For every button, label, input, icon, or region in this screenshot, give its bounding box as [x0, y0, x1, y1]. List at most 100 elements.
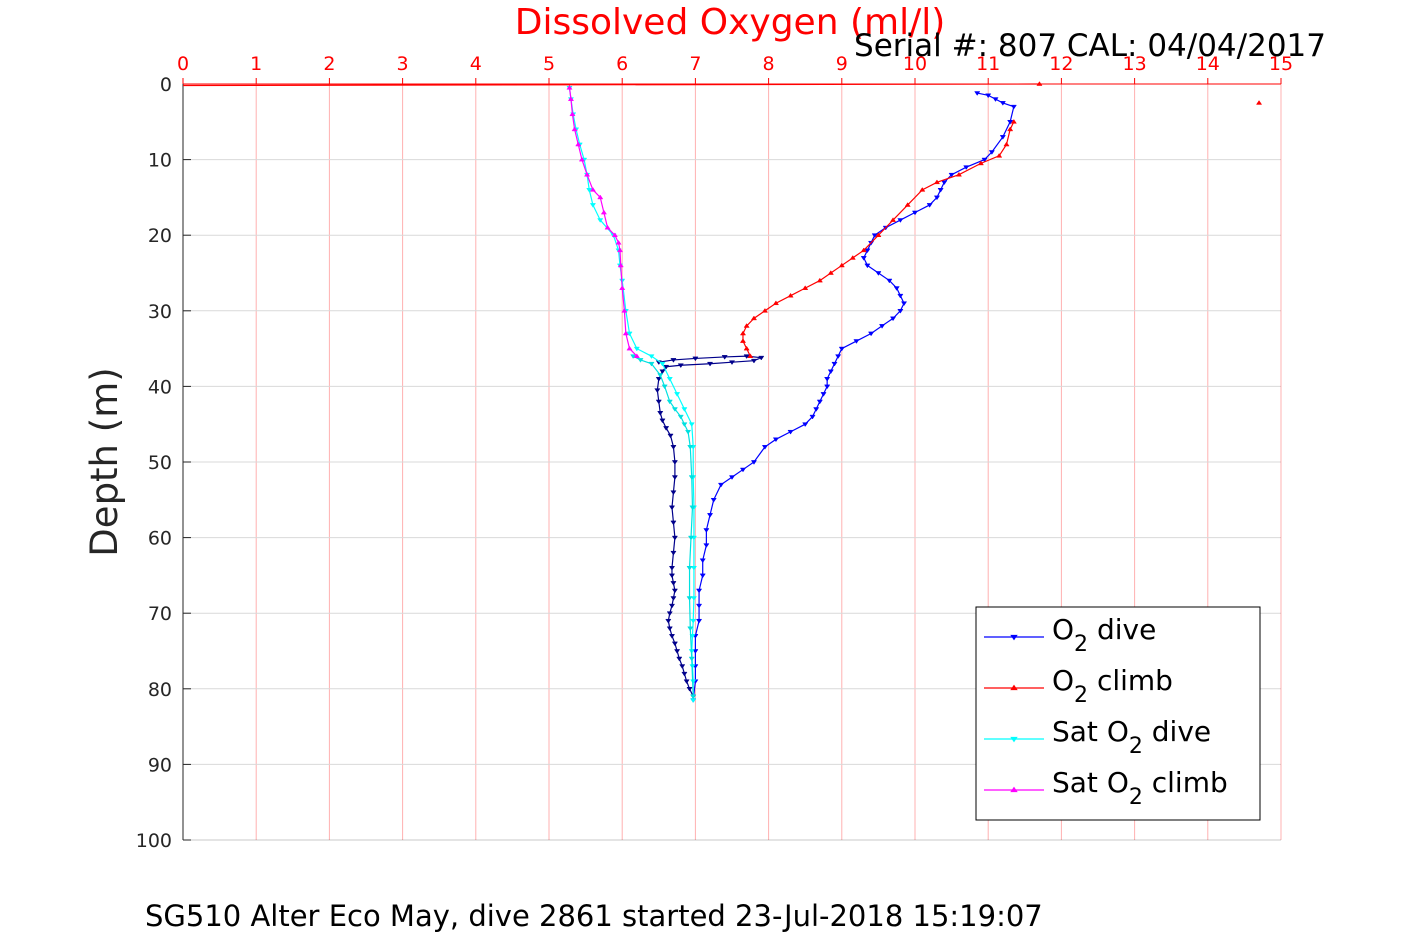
data-point — [654, 388, 661, 393]
data-point — [616, 247, 624, 253]
data-point — [621, 308, 628, 313]
data-point — [772, 437, 779, 443]
data-point — [688, 422, 695, 427]
x-tick-label: 6 — [616, 53, 628, 75]
data-point — [668, 603, 676, 609]
y-axis-label: Depth (m) — [83, 367, 126, 556]
data-point — [600, 209, 607, 215]
data-point — [878, 324, 886, 329]
series-line-o2-climb — [742, 121, 1015, 357]
data-point — [661, 384, 668, 390]
serial-label: Serial #: 807 CAL: 04/04/2017 — [854, 28, 1326, 64]
series-line-o2-climb-surface — [182, 83, 1040, 87]
x-tick-label: 0 — [177, 53, 189, 75]
data-point — [670, 445, 677, 450]
legend-box — [975, 606, 1261, 821]
data-point — [665, 618, 672, 624]
data-point — [597, 194, 604, 200]
legend: O2 dive O2 climb Sat O2 dive Sat O2 climb — [975, 606, 1261, 821]
data-point — [688, 656, 695, 662]
data-point — [690, 694, 697, 700]
data-point — [816, 399, 823, 405]
data-point — [589, 187, 596, 192]
data-point — [569, 111, 576, 117]
y-tick-label: 100 — [136, 830, 172, 852]
data-point — [1007, 126, 1014, 132]
data-point — [758, 355, 765, 361]
data-point — [648, 354, 655, 359]
x-tick-label: 8 — [763, 53, 775, 75]
data-point — [633, 353, 640, 358]
data-point — [706, 361, 714, 367]
data-point — [571, 126, 578, 132]
y-tick-label: 90 — [148, 754, 172, 776]
data-point — [674, 392, 681, 397]
data-point — [666, 611, 673, 616]
data-point — [977, 160, 984, 166]
data-point — [686, 596, 693, 601]
data-point — [699, 558, 706, 564]
y-tick-label: 80 — [148, 679, 172, 701]
data-point — [809, 414, 816, 420]
data-point — [985, 93, 992, 99]
series-line-o2-dive — [692, 92, 1015, 701]
y-tick-label: 0 — [160, 74, 172, 96]
data-point — [567, 96, 575, 101]
data-point — [689, 505, 696, 511]
data-point — [655, 377, 662, 382]
legend-swatch-marker — [1010, 634, 1018, 641]
data-point — [992, 97, 999, 102]
data-point — [743, 354, 750, 359]
data-point — [787, 292, 794, 298]
data-point — [666, 377, 673, 382]
data-point — [739, 338, 747, 343]
legend-swatch-marker — [1010, 684, 1018, 691]
data-point — [747, 353, 754, 358]
data-point — [688, 475, 695, 480]
data-point — [761, 445, 769, 450]
data-point — [578, 156, 586, 162]
data-point — [676, 656, 683, 662]
data-point — [999, 101, 1006, 106]
data-point — [657, 373, 664, 378]
data-point — [739, 467, 747, 473]
data-point — [670, 490, 677, 496]
x-tick-label: 11 — [976, 53, 1000, 75]
data-point — [604, 224, 611, 230]
data-point — [679, 664, 686, 669]
data-point — [835, 354, 842, 359]
y-tick-label: 40 — [148, 376, 172, 398]
data-point — [875, 271, 882, 276]
data-point — [589, 203, 596, 208]
data-point — [827, 270, 834, 275]
data-point — [677, 363, 684, 369]
data-point — [802, 285, 809, 290]
data-point — [820, 392, 827, 397]
data-point — [663, 426, 670, 431]
y-tick-label: 20 — [148, 225, 172, 247]
x-tick-label: 12 — [1049, 53, 1073, 75]
data-point — [875, 232, 882, 238]
data-point — [633, 346, 640, 352]
data-point — [630, 354, 637, 359]
data-point — [657, 411, 664, 416]
data-point — [761, 308, 769, 313]
data-point — [988, 150, 995, 155]
legend-label: Sat O2 dive — [1052, 715, 1211, 759]
data-point — [681, 422, 688, 427]
data-point — [686, 566, 693, 571]
data-point — [853, 339, 860, 344]
chart-title: Dissolved Oxygen (ml/l) — [515, 2, 946, 43]
data-point — [659, 361, 666, 367]
data-point — [838, 346, 845, 352]
data-point — [710, 497, 717, 503]
data-point — [743, 345, 750, 351]
data-point — [671, 475, 678, 480]
data-point — [919, 187, 926, 192]
data-point — [667, 433, 674, 439]
series-line-sat-o2-climb — [568, 87, 638, 357]
data-point — [849, 255, 856, 260]
x-tick-label: 2 — [323, 53, 335, 75]
data-point — [743, 323, 750, 328]
